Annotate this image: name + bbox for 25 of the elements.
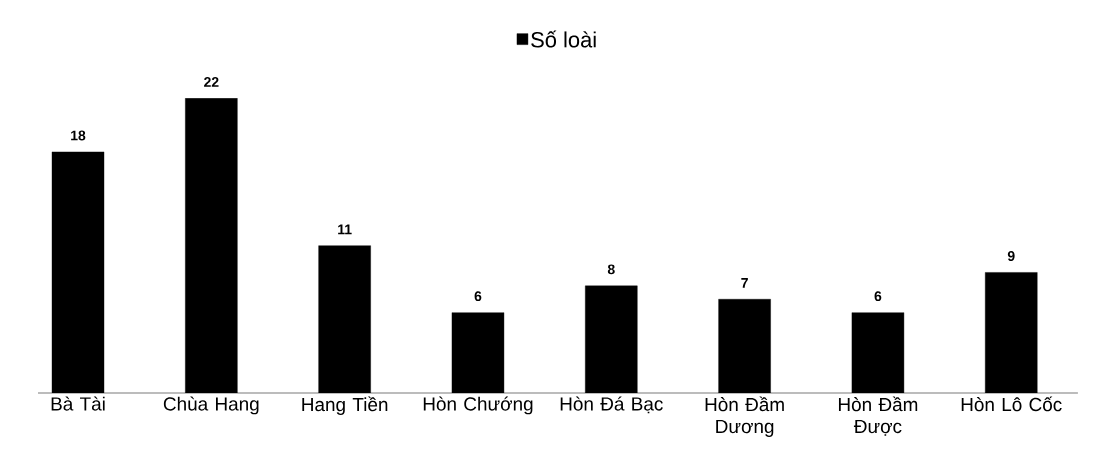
data-label: 6 <box>874 291 882 302</box>
data-label: 11 <box>338 224 352 235</box>
bar <box>585 285 638 393</box>
data-label: 18 <box>71 130 86 141</box>
x-tick-label: Hòn Đá Bạc <box>560 396 663 414</box>
data-label: 9 <box>1007 251 1015 261</box>
data-label: 22 <box>204 77 219 87</box>
bar <box>185 98 238 393</box>
bar <box>985 272 1038 393</box>
x-tick-label: Hòn Đầm Dương <box>705 396 784 437</box>
data-label: 7 <box>741 278 748 288</box>
legend-label: Số loài <box>531 30 596 48</box>
x-tick-label: Chùa Hang <box>163 396 259 415</box>
x-tick-label: Bà Tài <box>51 396 105 411</box>
data-label: 8 <box>607 264 615 275</box>
x-tick-label: Hang Tiền <box>302 396 388 415</box>
bar <box>318 245 371 393</box>
x-tick-label: Hòn Lô Cốc <box>961 396 1062 412</box>
bar <box>718 299 771 393</box>
x-tick-label: Hòn Đầm Được <box>838 396 918 436</box>
data-label: 6 <box>474 291 482 302</box>
x-tick-label: Hòn Chướng <box>423 396 533 415</box>
bar <box>851 312 905 393</box>
bar <box>51 151 105 393</box>
bar <box>451 312 505 393</box>
